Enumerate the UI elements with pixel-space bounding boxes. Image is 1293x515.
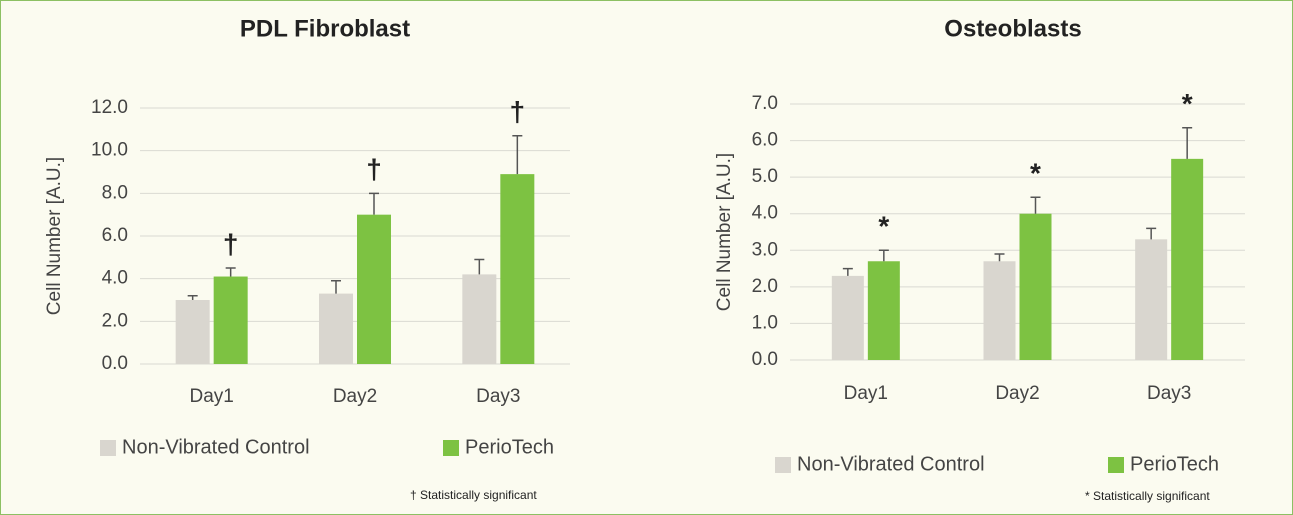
error-bar [842,267,853,276]
y-tick-label: 6.0 [102,225,128,246]
y-tick-label: 4.0 [102,268,128,289]
error-bar [369,192,379,215]
significance-marker: * [1182,88,1193,119]
error-bar [878,249,889,262]
bar [462,274,497,364]
y-tick-label: 0.0 [102,353,128,374]
error-bar [1030,196,1041,214]
y-tick-label: 12.0 [91,97,128,118]
error-bar [187,294,198,300]
legend-label: Non-Vibrated Control [797,453,985,475]
bar [1019,213,1052,360]
legend-swatch [100,440,116,456]
bar [1135,239,1168,360]
y-axis-label: Cell Number [A.U.] [44,157,65,315]
error-bar [1182,127,1193,159]
y-tick-label: 1.0 [752,312,778,333]
legend-label: Non-Vibrated Control [122,436,310,458]
x-tick-label: Day1 [844,383,888,404]
x-tick-label: Day3 [476,386,520,407]
y-tick-label: 7.0 [752,93,778,114]
significance-marker: † [366,154,382,185]
bar [319,293,353,364]
y-tick-label: 4.0 [752,203,778,224]
error-bar [512,134,523,175]
bar [213,276,248,364]
bar [831,275,864,360]
legend-label: PerioTech [465,436,554,458]
x-tick-label: Day3 [1147,383,1191,404]
y-tick-label: 8.0 [102,182,128,203]
chart-title: Osteoblasts [944,15,1081,42]
footnote: † Statistically significant [410,488,537,502]
chart-title: PDL Fibroblast [240,15,410,42]
y-axis-label: Cell Number [A.U.] [714,153,735,311]
y-tick-label: 10.0 [91,140,128,161]
legend-swatch [443,440,459,456]
significance-marker: * [1030,158,1041,189]
x-tick-label: Day2 [995,383,1039,404]
significance-marker: † [510,96,526,127]
error-bar [225,267,236,277]
significance-marker: * [878,211,889,242]
bar [175,300,210,364]
error-bar [994,253,1005,262]
error-bar [1146,227,1157,240]
y-tick-label: 5.0 [752,166,778,187]
bar [357,214,391,364]
bar [867,261,900,360]
x-tick-label: Day2 [333,386,377,407]
y-tick-label: 0.0 [752,349,778,370]
error-bar [474,258,485,275]
legend-label: PerioTech [1130,453,1219,475]
bar [500,174,535,364]
x-tick-label: Day1 [189,386,233,407]
bar [1171,158,1204,360]
y-tick-label: 2.0 [752,276,778,297]
y-tick-label: 6.0 [752,130,778,151]
legend-swatch [775,457,791,473]
significance-marker: † [223,228,239,259]
bar [983,261,1016,360]
legend-swatch [1108,457,1124,473]
error-bar [331,280,341,294]
y-tick-label: 2.0 [102,310,128,331]
footnote: * Statistically significant [1085,489,1210,503]
y-tick-label: 3.0 [752,239,778,260]
